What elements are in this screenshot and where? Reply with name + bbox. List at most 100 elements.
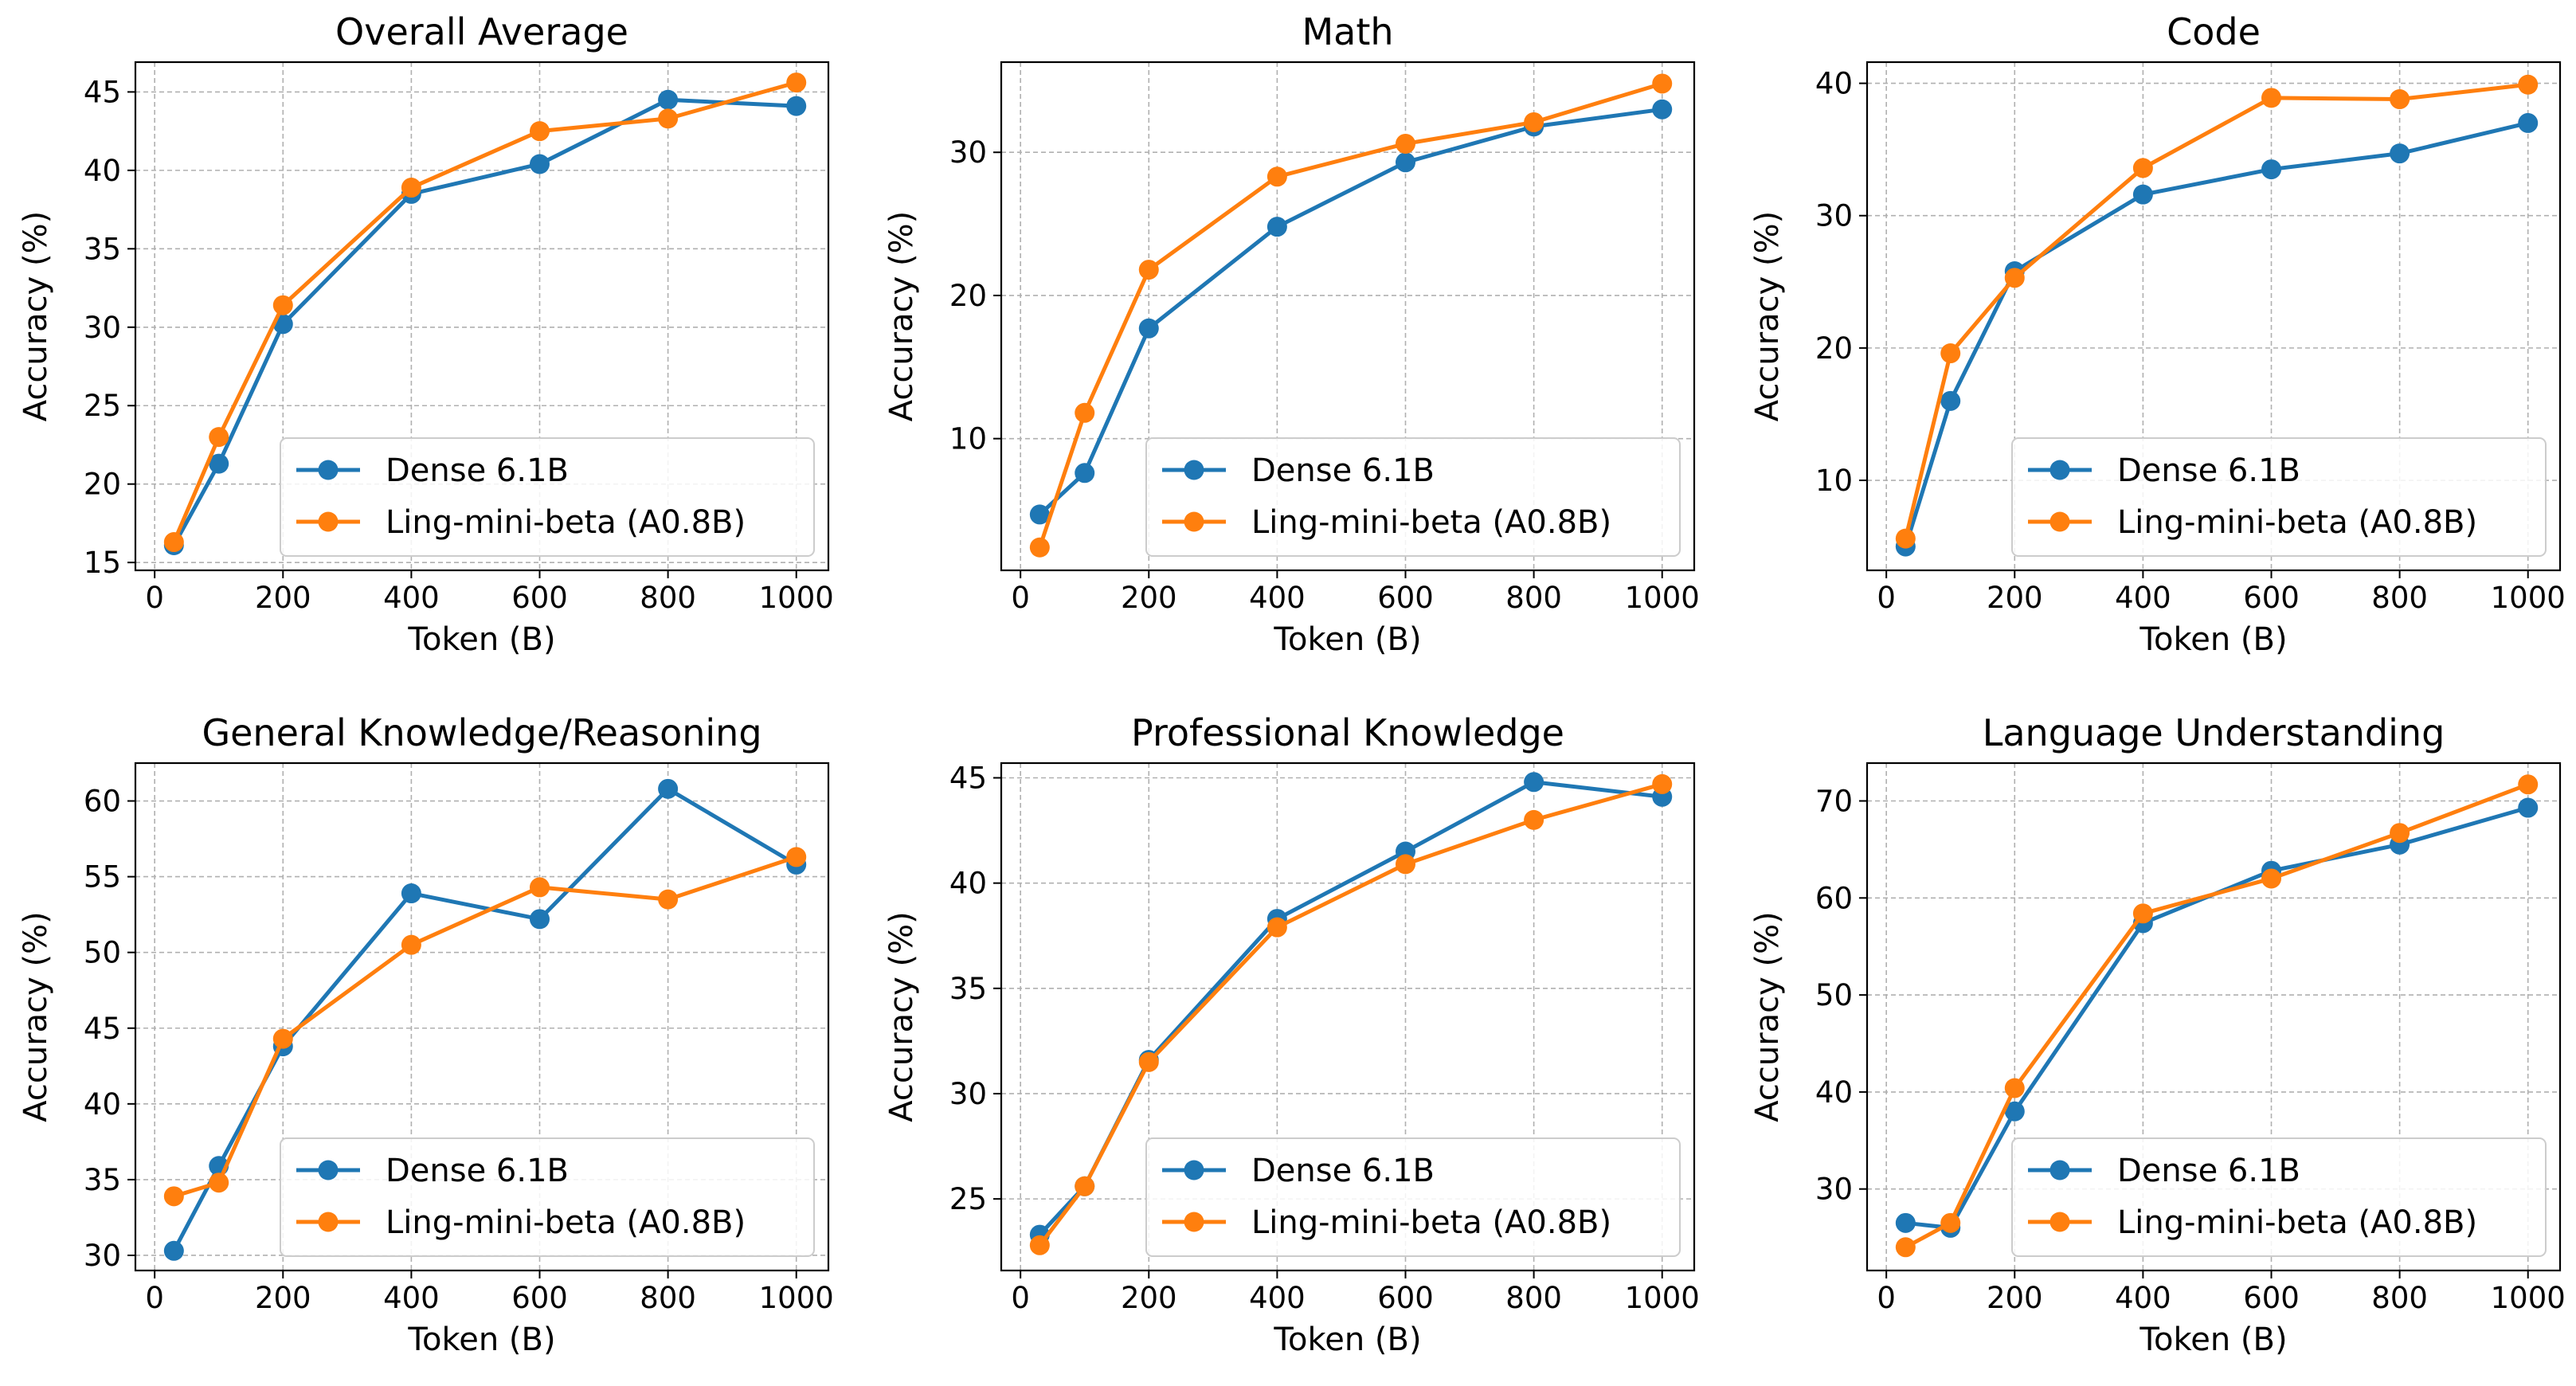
chart-panel: 0 200 400 600 800 1000 15 20 25 30 35 40 45 Overall A… xyxy=(18,10,834,658)
data-point xyxy=(401,883,421,904)
x-tick-label: 0 xyxy=(1877,581,1896,615)
data-point xyxy=(530,121,550,142)
legend-marker xyxy=(318,511,339,532)
data-point xyxy=(786,96,807,116)
legend-marker xyxy=(1184,1160,1204,1180)
x-tick-label: 1000 xyxy=(1625,581,1700,615)
legend-label: Ling-mini-beta (A0.8B) xyxy=(2117,504,2477,541)
legend: Dense 6.1B Ling-mini-beta (A0.8B) xyxy=(1145,437,1681,557)
legend: Dense 6.1B Ling-mini-beta (A0.8B) xyxy=(2011,437,2547,557)
x-tick-label: 200 xyxy=(255,581,311,615)
legend-marker xyxy=(1184,460,1204,480)
legend-label: Dense 6.1B xyxy=(2117,452,2300,489)
x-axis-label: Token (B) xyxy=(1273,1321,1421,1358)
data-point xyxy=(1138,318,1159,339)
data-point xyxy=(2004,1078,2025,1098)
x-tick-label: 600 xyxy=(1377,581,1434,615)
x-tick-label: 200 xyxy=(255,1281,311,1315)
data-point xyxy=(1524,772,1544,793)
data-point xyxy=(2004,1101,2025,1122)
legend-marker xyxy=(318,1212,339,1232)
data-point xyxy=(2518,774,2539,795)
x-tick-label: 800 xyxy=(640,581,696,615)
x-axis-label: Token (B) xyxy=(1273,621,1421,658)
data-point xyxy=(658,889,679,910)
y-tick-label: 10 xyxy=(1815,464,1853,498)
data-point xyxy=(530,154,550,174)
x-axis-label: Token (B) xyxy=(407,1321,555,1358)
x-tick-label: 200 xyxy=(1987,1281,2043,1315)
legend-label: Dense 6.1B xyxy=(386,452,569,489)
legend: Dense 6.1B Ling-mini-beta (A0.8B) xyxy=(2011,1137,2547,1257)
y-tick-label: 70 xyxy=(1815,785,1853,819)
legend-marker xyxy=(1184,1212,1204,1232)
data-point xyxy=(1396,133,1415,154)
y-tick-label: 50 xyxy=(84,936,121,970)
x-tick-label: 800 xyxy=(1505,1281,1562,1315)
legend-label: Dense 6.1B xyxy=(1251,452,1435,489)
y-axis-label: Accuracy (%) xyxy=(1749,911,1786,1122)
data-point xyxy=(163,1240,184,1261)
data-point xyxy=(2518,797,2539,818)
x-tick-label: 400 xyxy=(2115,581,2171,615)
data-point xyxy=(1652,73,1673,94)
legend-box xyxy=(1145,1137,1681,1257)
data-point xyxy=(1940,1212,1961,1233)
data-point xyxy=(658,778,679,799)
x-tick-label: 400 xyxy=(383,1281,440,1315)
legend-marker xyxy=(2049,460,2070,480)
data-point xyxy=(658,108,679,129)
data-point xyxy=(658,89,679,110)
data-point xyxy=(1075,1176,1095,1196)
x-axis-label: Token (B) xyxy=(407,621,555,658)
data-point xyxy=(786,72,807,93)
y-axis-label: Accuracy (%) xyxy=(883,211,920,422)
y-tick-label: 30 xyxy=(1815,199,1853,233)
data-point xyxy=(2390,89,2410,110)
y-tick-label: 45 xyxy=(84,1012,121,1046)
x-tick-label: 1000 xyxy=(1625,1281,1700,1315)
chart-title: Language Understanding xyxy=(1983,711,2445,754)
legend-marker xyxy=(2049,1212,2070,1232)
legend-box xyxy=(2011,437,2547,557)
y-axis-label: Accuracy (%) xyxy=(883,911,920,1122)
legend-label: Dense 6.1B xyxy=(2117,1153,2300,1189)
x-tick-label: 600 xyxy=(1377,1281,1434,1315)
chart-title: General Knowledge/Reasoning xyxy=(202,711,761,754)
legend-label: Ling-mini-beta (A0.8B) xyxy=(1251,1204,1611,1241)
data-point xyxy=(1524,112,1544,132)
x-tick-label: 600 xyxy=(2243,1281,2300,1315)
chart-title: Professional Knowledge xyxy=(1131,711,1564,754)
y-tick-label: 15 xyxy=(84,546,121,580)
data-point xyxy=(209,427,229,448)
y-tick-label: 20 xyxy=(1815,331,1853,366)
data-point xyxy=(2390,823,2410,844)
legend-marker xyxy=(318,1160,339,1180)
y-tick-label: 30 xyxy=(949,135,987,170)
data-point xyxy=(272,295,293,315)
data-point xyxy=(1940,343,1961,364)
y-tick-label: 40 xyxy=(1815,1075,1853,1110)
data-point xyxy=(1138,1051,1159,1072)
x-tick-label: 0 xyxy=(145,1281,164,1315)
y-tick-label: 20 xyxy=(949,279,987,313)
y-tick-label: 40 xyxy=(84,154,121,188)
x-tick-label: 400 xyxy=(1249,1281,1306,1315)
x-tick-label: 0 xyxy=(145,581,164,615)
axes-frame xyxy=(1000,762,1696,1272)
data-point xyxy=(2261,88,2281,108)
data-point xyxy=(209,453,229,474)
data-point xyxy=(2261,159,2281,180)
data-point xyxy=(1075,402,1095,423)
y-tick-label: 35 xyxy=(84,1163,121,1197)
chart-title: Code xyxy=(2167,10,2261,53)
y-tick-label: 25 xyxy=(949,1182,987,1216)
data-point xyxy=(2518,74,2539,95)
x-tick-label: 400 xyxy=(2115,1281,2171,1315)
y-tick-label: 35 xyxy=(84,232,121,266)
x-tick-label: 1000 xyxy=(759,581,834,615)
data-point xyxy=(1940,390,1961,411)
chart-panel: 0 200 400 600 800 1000 30 35 40 45 50 55 60 General K… xyxy=(18,711,834,1358)
data-point xyxy=(2518,112,2539,133)
